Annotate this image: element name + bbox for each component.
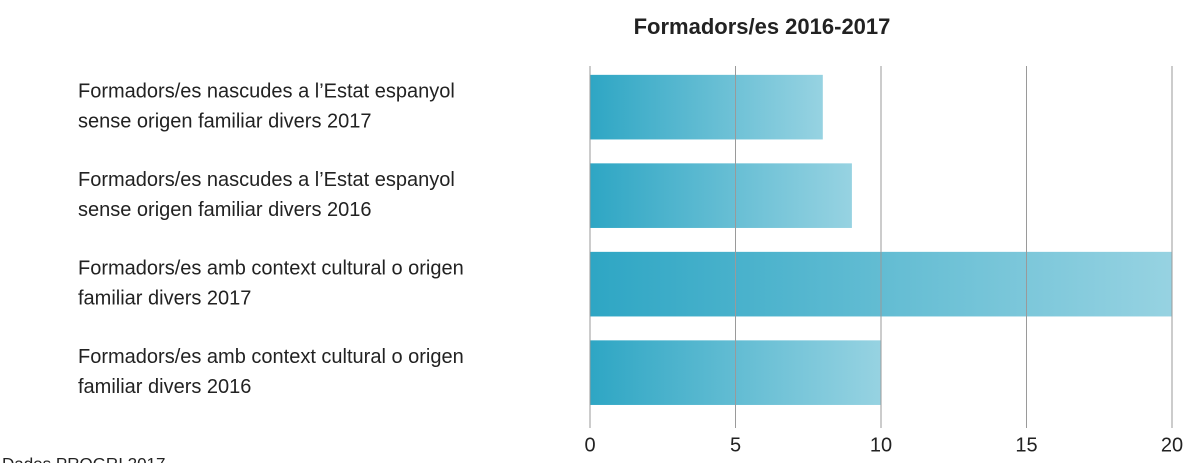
chart-title: Formadors/es 2016-2017 bbox=[634, 14, 891, 39]
y-tick-label: Formadors/es nascudes a l’Estat espanyol bbox=[78, 169, 455, 191]
x-tick-label: 0 bbox=[584, 434, 595, 456]
y-tick-label: Formadors/es amb context cultural o orig… bbox=[78, 257, 464, 279]
y-tick-label: familiar divers 2017 bbox=[78, 287, 251, 309]
y-tick-label: sense origen familiar divers 2016 bbox=[78, 199, 372, 221]
x-tick-label: 20 bbox=[1161, 434, 1183, 456]
y-tick-label: familiar divers 2016 bbox=[78, 376, 251, 398]
x-tick-label: 15 bbox=[1015, 434, 1037, 456]
y-tick-label: sense origen familiar divers 2017 bbox=[78, 110, 372, 132]
x-tick-label: 5 bbox=[730, 434, 741, 456]
bar bbox=[590, 74, 823, 140]
x-tick-label: 10 bbox=[870, 434, 892, 456]
source-note: Dades PROGRI 2017 bbox=[2, 454, 165, 463]
y-tick-label: Formadors/es nascudes a l’Estat espanyol bbox=[78, 80, 455, 102]
y-tick-label: Formadors/es amb context cultural o orig… bbox=[78, 346, 464, 368]
bar bbox=[590, 163, 852, 228]
